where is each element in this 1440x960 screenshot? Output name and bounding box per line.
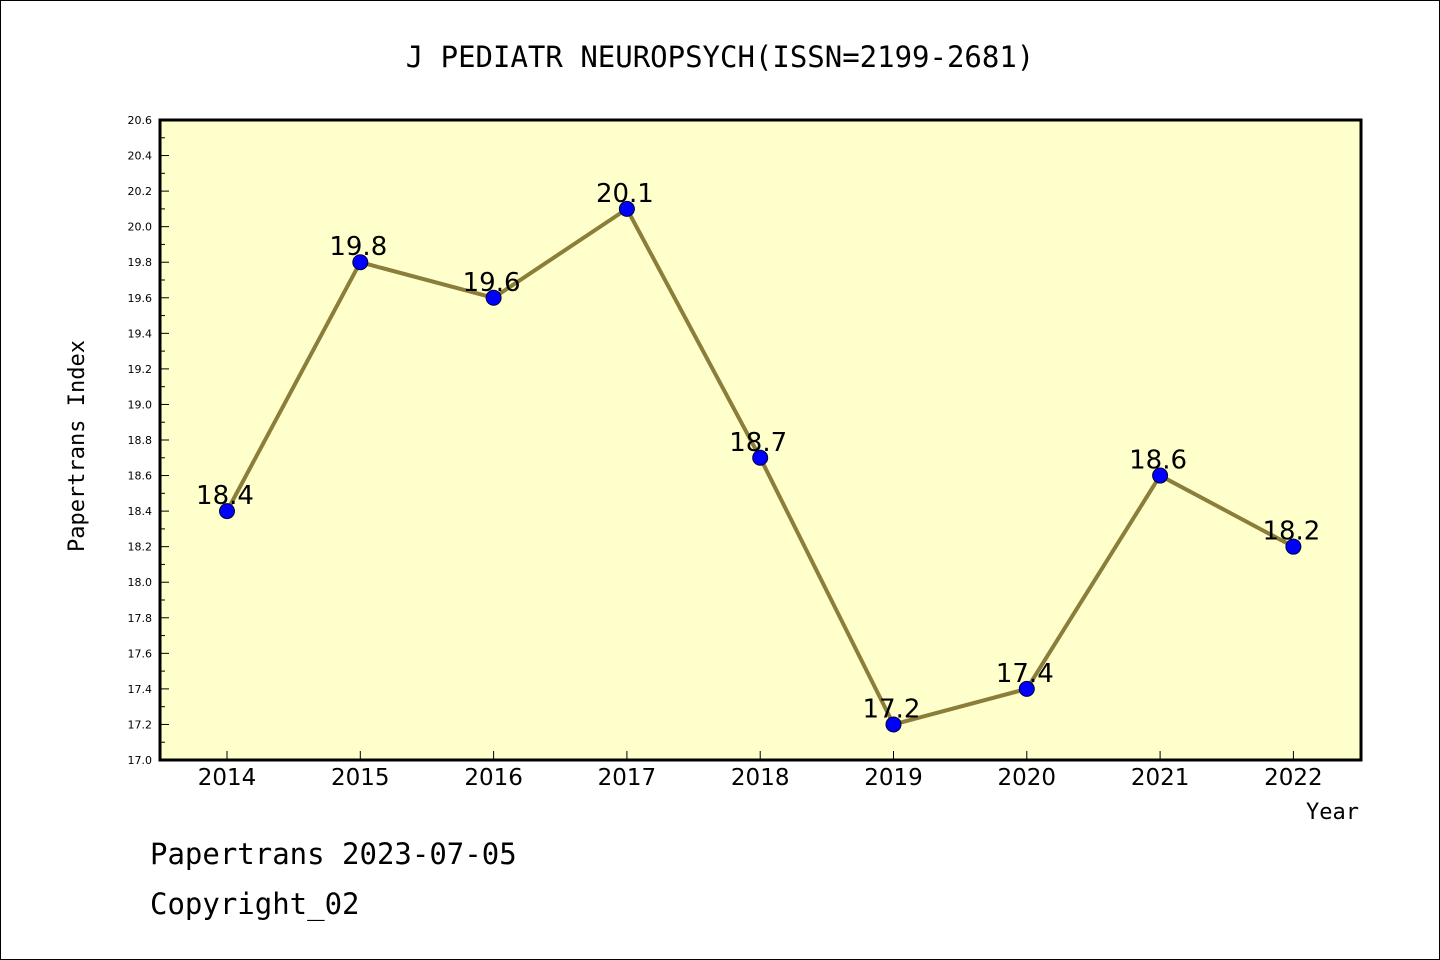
x-tick-label: 2017: [598, 765, 657, 791]
plot-area: [158, 118, 1363, 762]
y-tick-label: 19.8: [128, 256, 153, 269]
data-point: [752, 449, 769, 466]
y-tick-label: 18.2: [128, 541, 153, 554]
y-tick-label: 18.6: [128, 470, 153, 483]
data-label: 18.4: [196, 481, 254, 511]
x-tick-label: 2014: [198, 765, 257, 791]
x-tick-label: 2022: [1264, 765, 1323, 791]
data-label: 18.6: [1129, 446, 1187, 476]
data-point: [618, 200, 635, 217]
y-tick-label: 19.6: [128, 292, 153, 305]
x-axis: 2014 2015 2016 2017 2018 2019 2020 2021 2022: [198, 751, 1323, 791]
y-tick-label: 20.2: [128, 185, 153, 198]
y-tick-label: 17.2: [128, 718, 153, 731]
x-tick-label: 2016: [464, 765, 523, 791]
x-tick-label: 2019: [864, 765, 923, 791]
y-tick-label: 20.0: [128, 221, 153, 234]
x-axis-label: Year: [1306, 800, 1359, 825]
x-tick-label: 2020: [998, 765, 1057, 791]
data-label: 19.8: [329, 232, 387, 262]
x-tick-label: 2021: [1131, 765, 1190, 791]
footer-date: Papertrans 2023-07-05: [150, 837, 517, 871]
data-point: [1018, 680, 1035, 697]
data-label: 18.2: [1262, 517, 1320, 547]
y-tick-label: 17.8: [128, 612, 153, 625]
y-tick-label: 18.8: [128, 434, 153, 447]
data-labels: 18.4 19.8 19.6 20.1 18.7 17.2 17.4 18.6 18.2: [196, 179, 1320, 725]
y-axis-label: Papertrans Index: [65, 340, 90, 552]
data-label: 20.1: [596, 179, 654, 209]
y-tick-label: 17.0: [128, 754, 153, 767]
series-markers: [219, 200, 1302, 733]
data-point: [1285, 538, 1302, 555]
data-label: 17.2: [863, 694, 921, 724]
data-point: [352, 254, 369, 271]
data-point: [1152, 467, 1169, 484]
y-tick-label: 19.0: [128, 398, 153, 411]
y-tick-label: 19.4: [128, 327, 153, 340]
y-tick-label: 18.4: [128, 505, 153, 518]
data-point: [485, 289, 502, 306]
x-tick-label: 2015: [331, 765, 390, 791]
data-label: 17.4: [996, 659, 1054, 689]
data-label: 19.6: [463, 268, 521, 298]
y-axis: 17.0 17.2 17.4 17.6 17.8 18.0 18.2 18.4 18.6 18.8…: [128, 114, 169, 767]
y-tick-label: 17.4: [128, 683, 153, 696]
y-tick-label: 18.0: [128, 576, 153, 589]
data-point: [219, 503, 235, 520]
data-point: [885, 716, 902, 733]
y-tick-label: 20.6: [128, 114, 153, 127]
chart-title: J PEDIATR NEUROPSYCH(ISSN=2199-2681): [406, 40, 1035, 74]
x-tick-label: 2018: [731, 765, 790, 791]
data-label: 18.7: [729, 428, 787, 458]
y-tick-label: 20.4: [128, 150, 153, 163]
footer-copyright: Copyright_02: [150, 887, 360, 922]
y-tick-label: 19.2: [128, 363, 153, 376]
y-tick-label: 17.6: [128, 647, 153, 660]
